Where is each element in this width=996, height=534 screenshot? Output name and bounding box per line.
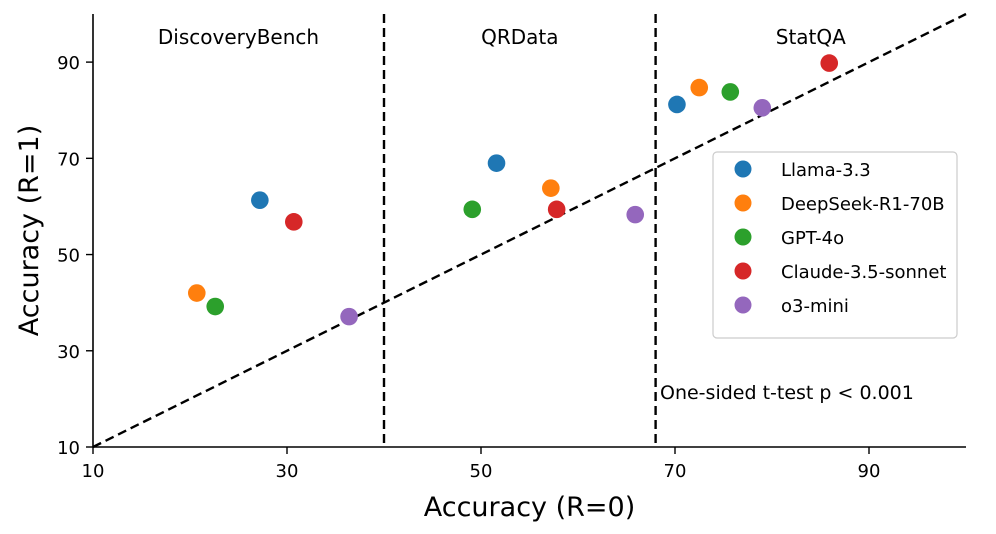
data-point-claude-3-5-sonnet [284, 213, 303, 231]
legend-marker [734, 262, 752, 280]
region-label-qrdata: QRData [481, 25, 558, 49]
region-label-discoverybench: DiscoveryBench [158, 25, 319, 49]
data-point-o3-mini [753, 99, 772, 117]
data-point-o3-mini [626, 205, 645, 224]
data-point-llama-3-3 [668, 95, 686, 114]
region-label-statqa: StatQA [776, 25, 846, 49]
data-point-deepseek-r1-70b [542, 179, 560, 197]
significance-annotation: One-sided t-test p < 0.001 [660, 382, 914, 404]
y-axis-label: Accuracy (R=1) [14, 125, 45, 336]
legend-marker [734, 160, 752, 178]
legend-box [712, 151, 958, 339]
data-point-deepseek-r1-70b [187, 284, 206, 302]
reference-diagonal-line [92, 12, 967, 449]
legend-label: DeepSeek-R1-70B [781, 194, 945, 215]
y-tick-label: 50 [57, 246, 80, 267]
data-point-claude-3-5-sonnet [820, 54, 839, 72]
data-point-claude-3-5-sonnet [547, 200, 566, 219]
y-tick-label: 10 [57, 438, 80, 459]
y-tick-label: 30 [57, 342, 80, 363]
x-tick-label: 30 [276, 461, 299, 482]
data-point-llama-3-3 [487, 154, 506, 172]
legend-marker [734, 194, 752, 212]
legend-marker [734, 228, 752, 246]
legend-label: o3-mini [781, 296, 849, 317]
data-point-gpt-4o [463, 200, 482, 219]
data-point-deepseek-r1-70b [690, 78, 709, 97]
legend-label: Llama-3.3 [781, 160, 871, 181]
x-tick-label: 10 [82, 461, 105, 482]
legend-label: Claude-3.5-sonnet [781, 262, 946, 283]
x-tick-label: 70 [664, 461, 687, 482]
data-point-gpt-4o [206, 297, 225, 316]
x-tick-label: 90 [858, 461, 881, 482]
data-point-o3-mini [340, 307, 358, 326]
data-point-gpt-4o [721, 83, 740, 101]
y-tick-label: 70 [57, 149, 80, 170]
x-tick-label: 50 [470, 461, 493, 482]
legend-marker [734, 296, 752, 314]
data-point-llama-3-3 [251, 191, 269, 209]
legend-label: GPT-4o [781, 228, 844, 249]
x-axis-label: Accuracy (R=0) [424, 492, 635, 523]
y-tick-label: 90 [57, 53, 80, 74]
